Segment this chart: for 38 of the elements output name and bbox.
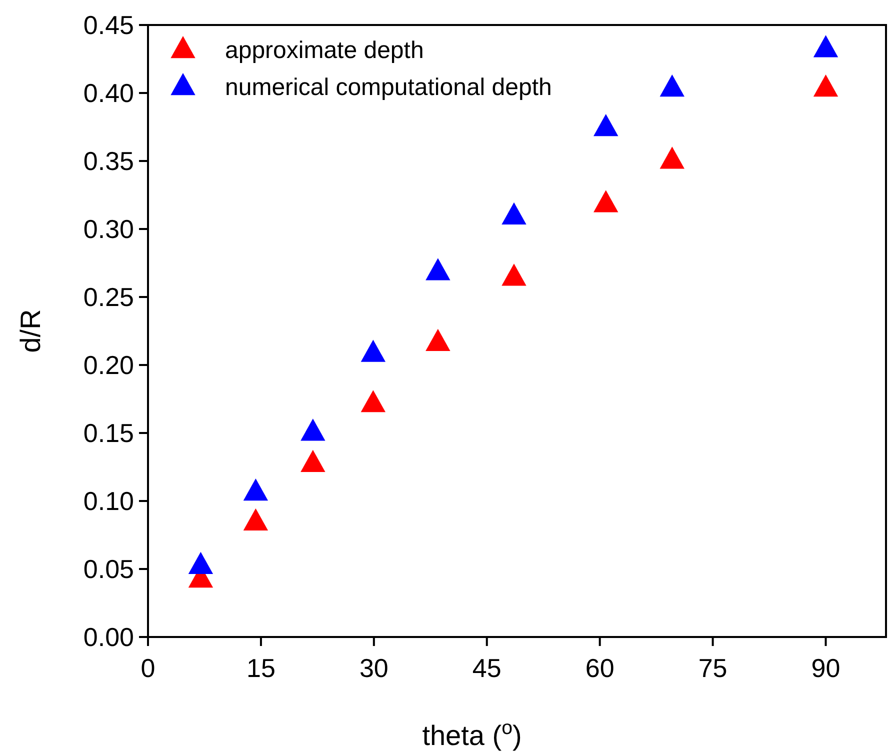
y-tick-label: 0.25 [83,282,134,312]
point [813,35,838,58]
y-tick-label: 0.00 [83,622,134,652]
point [502,202,526,224]
point [300,450,326,472]
point [660,146,684,169]
y-tick-label: 0.30 [83,214,134,244]
point [243,508,268,530]
point [660,74,684,97]
y-tick-label: 0.15 [83,418,134,448]
point [360,390,386,412]
point [594,190,618,212]
x-tick-label: 60 [585,653,614,683]
point [594,114,618,136]
legend-label: numerical computational depth [225,74,552,101]
x-tick-label: 75 [698,653,728,683]
x-axis-title: theta ($^{o}$) [422,717,522,751]
y-tick-label: 0.05 [83,554,134,584]
x-tick-label: 0 [140,653,156,683]
y-axis-title: d/R [15,309,46,353]
legend-label: approximate depth [225,37,424,64]
y-tick-label: 0.20 [83,350,134,380]
x-tick-label: 30 [359,653,388,683]
x-tick-label: 15 [246,653,276,683]
point [360,340,386,362]
x-tick-label: 90 [811,653,840,683]
point [243,478,268,501]
y-tick-label: 0.40 [83,78,134,108]
x-tick-label: 45 [472,653,502,683]
point [426,258,450,280]
point [502,264,526,286]
point [813,74,838,97]
point [426,328,450,351]
y-tick-label: 0.45 [83,10,134,40]
y-tick-label: 0.10 [83,486,134,516]
point [188,552,214,574]
point [300,418,326,441]
y-tick-label: 0.35 [83,146,134,176]
